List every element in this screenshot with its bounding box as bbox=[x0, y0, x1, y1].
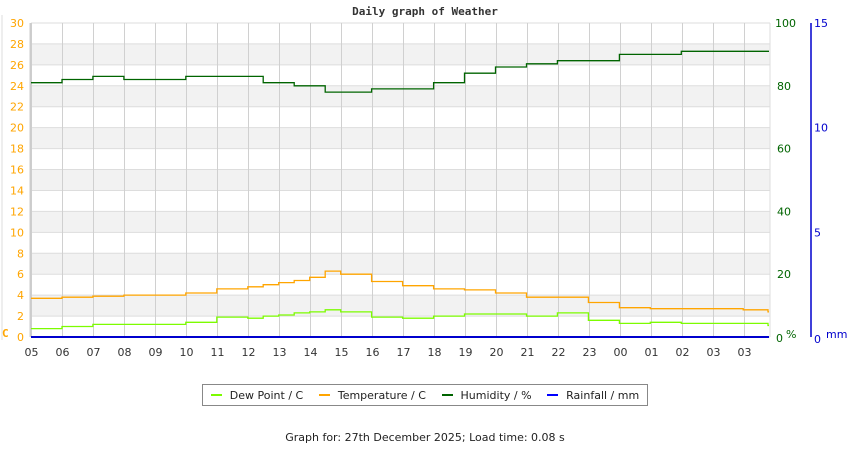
legend-label: Humidity / % bbox=[460, 388, 532, 402]
svg-text:60: 60 bbox=[777, 143, 791, 156]
legend-item-humidity: Humidity / % bbox=[441, 388, 532, 402]
legend-label: Rainfall / mm bbox=[566, 388, 640, 402]
svg-text:4: 4 bbox=[17, 289, 24, 302]
svg-text:C: C bbox=[2, 327, 9, 340]
svg-text:20: 20 bbox=[777, 268, 791, 281]
dew-point-swatch-icon bbox=[210, 394, 222, 396]
svg-text:12: 12 bbox=[10, 205, 24, 218]
svg-text:28: 28 bbox=[10, 38, 24, 51]
temperature-line bbox=[31, 270, 769, 313]
svg-text:0: 0 bbox=[17, 331, 24, 344]
svg-text:20: 20 bbox=[10, 122, 24, 135]
x-tick-label: 17 bbox=[397, 346, 411, 359]
x-tick-label: 01 bbox=[645, 346, 659, 359]
x-tick-label: 20 bbox=[490, 346, 504, 359]
graph-footer: Graph for: 27th December 2025; Load time… bbox=[285, 431, 565, 444]
legend-label: Dew Point / C bbox=[229, 388, 304, 402]
x-tick-label: 16 bbox=[366, 346, 380, 359]
x-tick-label: 05 bbox=[25, 346, 39, 359]
svg-text:%: % bbox=[786, 328, 796, 341]
x-tick-label: 22 bbox=[552, 346, 566, 359]
x-tick-label: 06 bbox=[56, 346, 70, 359]
svg-text:16: 16 bbox=[10, 164, 24, 177]
x-tick-label: 23 bbox=[583, 346, 597, 359]
x-tick-label: 14 bbox=[304, 346, 318, 359]
svg-text:2: 2 bbox=[17, 310, 24, 323]
x-tick-label: 03 bbox=[707, 346, 721, 359]
x-tick-label: 00 bbox=[614, 346, 628, 359]
x-tick-label: 18 bbox=[428, 346, 442, 359]
svg-text:40: 40 bbox=[777, 205, 791, 218]
x-tick-label: 10 bbox=[180, 346, 194, 359]
x-tick-label: 09 bbox=[149, 346, 163, 359]
humidity-line bbox=[31, 50, 769, 93]
svg-text:14: 14 bbox=[10, 184, 24, 197]
svg-text:0: 0 bbox=[776, 332, 783, 345]
svg-text:18: 18 bbox=[10, 143, 24, 156]
svg-text:0: 0 bbox=[814, 333, 821, 346]
svg-text:100: 100 bbox=[775, 17, 796, 30]
x-tick-label: 07 bbox=[87, 346, 101, 359]
legend-item-temperature: Temperature / C bbox=[318, 388, 426, 402]
chart-title: Daily graph of Weather bbox=[352, 5, 498, 18]
legend: Dew Point / C Temperature / C Humidity /… bbox=[202, 384, 648, 406]
x-tick-label: 12 bbox=[242, 346, 256, 359]
svg-text:10: 10 bbox=[814, 122, 828, 135]
svg-text:mm: mm bbox=[826, 328, 847, 341]
weather-chart: 05 06 07 08 09 10 11 12 13 14 15 16 17 18 19 20 21 22 23 00… bbox=[1, 15, 847, 359]
svg-text:24: 24 bbox=[10, 80, 24, 93]
x-tick-label: 13 bbox=[273, 346, 287, 359]
svg-text:5: 5 bbox=[814, 226, 821, 239]
rainfall-swatch-icon bbox=[547, 394, 559, 396]
legend-item-dew-point: Dew Point / C bbox=[210, 388, 304, 402]
svg-text:22: 22 bbox=[10, 101, 24, 114]
legend-label: Temperature / C bbox=[337, 388, 426, 402]
x-tick-label: 21 bbox=[521, 346, 535, 359]
temperature-swatch-icon bbox=[318, 394, 330, 396]
x-tick-label: 03 bbox=[738, 346, 752, 359]
svg-text:80: 80 bbox=[777, 80, 791, 93]
dew-point-line bbox=[31, 309, 769, 330]
x-tick-label: 02 bbox=[676, 346, 690, 359]
svg-text:26: 26 bbox=[10, 59, 24, 72]
humidity-swatch-icon bbox=[441, 394, 453, 396]
x-tick-label: 08 bbox=[118, 346, 132, 359]
x-tick-label: 11 bbox=[211, 346, 225, 359]
svg-text:15: 15 bbox=[814, 17, 828, 30]
svg-text:10: 10 bbox=[10, 226, 24, 239]
x-tick-label: 19 bbox=[459, 346, 473, 359]
x-tick-label: 15 bbox=[335, 346, 349, 359]
legend-item-rainfall: Rainfall / mm bbox=[547, 389, 639, 402]
svg-text:6: 6 bbox=[17, 268, 24, 281]
svg-text:8: 8 bbox=[17, 247, 24, 260]
svg-text:30: 30 bbox=[10, 17, 24, 30]
